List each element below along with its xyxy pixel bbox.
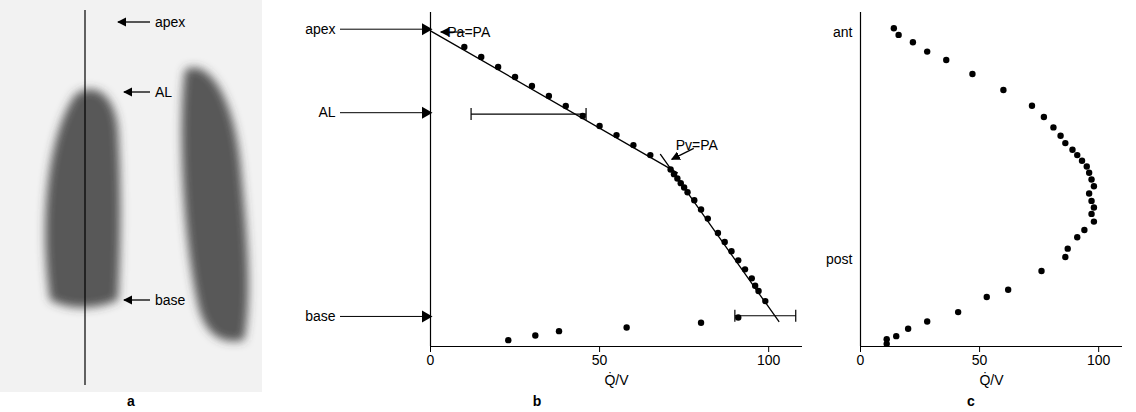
svg-text:apex: apex	[305, 21, 335, 37]
svg-text:50: 50	[972, 352, 988, 368]
svg-text:apex: apex	[155, 14, 185, 30]
svg-text:0: 0	[427, 352, 435, 368]
svg-text:AL: AL	[318, 104, 335, 120]
svg-text:post: post	[826, 251, 853, 267]
svg-text:Pv=PA: Pv=PA	[676, 137, 719, 153]
svg-text:50: 50	[592, 352, 608, 368]
svg-text:100: 100	[1087, 352, 1111, 368]
svg-text:Pa=PA: Pa=PA	[447, 24, 491, 40]
html-text:b: b	[532, 393, 542, 409]
svg-text:base: base	[305, 308, 336, 324]
svg-text:AL: AL	[155, 84, 172, 100]
svg-text:0: 0	[857, 352, 865, 368]
svg-text:base: base	[155, 292, 186, 308]
html-text:c: c	[967, 393, 975, 409]
svg-text:Q̇/V: Q̇/V	[604, 371, 629, 387]
html-text:a: a	[127, 393, 135, 409]
svg-text:Q̇/V: Q̇/V	[979, 371, 1004, 387]
svg-text:100: 100	[757, 352, 781, 368]
svg-text:ant: ant	[833, 24, 853, 40]
